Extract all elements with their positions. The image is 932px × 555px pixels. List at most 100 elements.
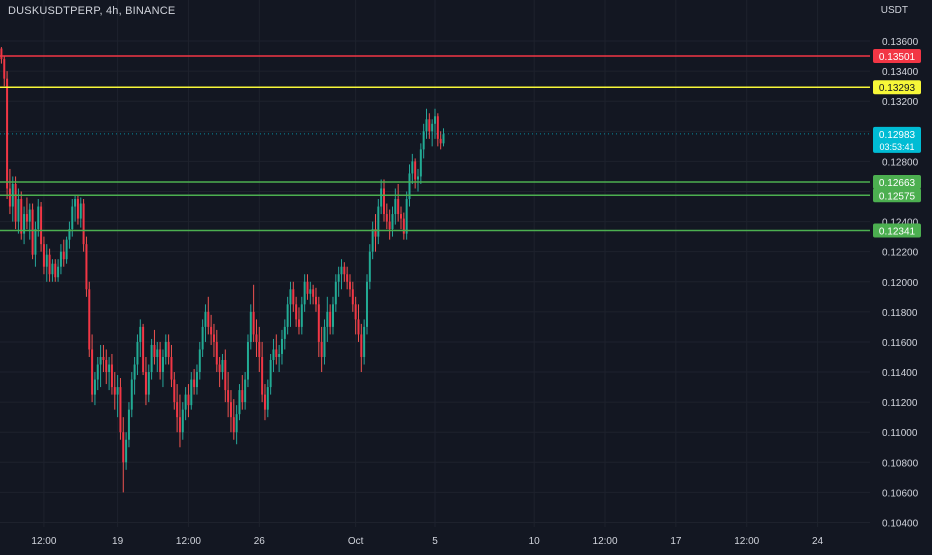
candle-body[interactable] [374,229,377,237]
candle-body[interactable] [399,214,402,219]
candle-body[interactable] [51,263,54,275]
candle-body[interactable] [102,356,105,360]
candle-body[interactable] [147,372,150,395]
candle-body[interactable] [119,387,122,433]
candle-body[interactable] [229,402,232,418]
candle-body[interactable] [317,304,320,342]
candle-body[interactable] [360,334,363,357]
candle-body[interactable] [136,341,139,365]
candle-body[interactable] [371,229,374,252]
candle-body[interactable] [167,341,170,357]
candle-body[interactable] [258,341,261,357]
candle-body[interactable] [108,364,111,373]
candle-body[interactable] [377,206,380,237]
candle-body[interactable] [215,341,218,365]
candle-body[interactable] [178,417,181,433]
candle-body[interactable] [28,209,31,222]
candle-body[interactable] [8,188,11,207]
candle-body[interactable] [397,199,400,215]
candle-body[interactable] [37,206,40,230]
candle-body[interactable] [144,372,147,395]
candle-body[interactable] [210,326,213,335]
candle-body[interactable] [428,119,431,132]
candle-body[interactable] [176,402,179,418]
candle-body[interactable] [68,229,71,240]
candle-body[interactable] [422,131,425,150]
candle-body[interactable] [187,394,190,406]
candle-body[interactable] [74,199,77,207]
candle-body[interactable] [295,304,298,320]
candle-body[interactable] [408,173,411,200]
candle-body[interactable] [173,379,176,403]
candle-body[interactable] [127,409,130,440]
candle-body[interactable] [207,311,210,327]
candle-body[interactable] [391,214,394,230]
candle-body[interactable] [181,409,184,433]
candle-body[interactable] [3,59,6,79]
candle-body[interactable] [201,326,204,350]
candle-body[interactable] [272,349,275,360]
candle-body[interactable] [283,326,286,339]
candle-body[interactable] [337,274,340,282]
candle-body[interactable] [382,188,385,215]
candle-body[interactable] [351,289,354,305]
candle-body[interactable] [263,394,266,410]
candle-body[interactable] [14,183,17,222]
candle-body[interactable] [116,387,119,395]
candle-body[interactable] [190,379,193,406]
candle-body[interactable] [354,304,357,320]
candle-body[interactable] [320,341,323,357]
candle-body[interactable] [85,244,88,290]
candle-body[interactable] [130,379,133,410]
candle-body[interactable] [357,319,360,335]
candle-body[interactable] [34,229,37,255]
candle-body[interactable] [198,349,201,373]
candle-body[interactable] [193,379,196,388]
candle-body[interactable] [221,360,224,373]
candle-body[interactable] [71,206,74,230]
candle-body[interactable] [159,349,162,373]
candle-body[interactable] [20,199,23,234]
candle-body[interactable] [150,344,153,373]
candle-body[interactable] [269,360,272,388]
candle-body[interactable] [261,356,264,395]
candle-body[interactable] [184,394,187,410]
candle-body[interactable] [442,134,445,144]
candle-body[interactable] [57,266,60,278]
candle-body[interactable] [23,214,26,234]
candle-body[interactable] [218,364,221,373]
candle-body[interactable] [31,209,34,255]
candle-body[interactable] [309,289,312,294]
candle-body[interactable] [411,161,414,174]
candle-body[interactable] [326,311,329,327]
candle-body[interactable] [142,326,145,373]
candle-body[interactable] [249,311,252,342]
candle-body[interactable] [244,379,247,403]
candle-body[interactable] [79,203,82,219]
candle-body[interactable] [54,263,57,278]
candle-body[interactable] [348,281,351,290]
candle-body[interactable] [161,356,164,373]
candle-body[interactable] [62,251,65,260]
candle-body[interactable] [414,161,417,180]
candle-body[interactable] [334,281,337,305]
candle-body[interactable] [289,289,292,305]
candle-body[interactable] [65,239,68,260]
candle-body[interactable] [380,188,383,207]
candle-body[interactable] [6,78,9,189]
candle-body[interactable] [434,116,436,124]
candle-body[interactable] [343,266,346,275]
candle-body[interactable] [204,311,207,327]
candle-body[interactable] [48,254,51,275]
candle-body[interactable] [45,254,48,267]
candle-body[interactable] [314,296,317,305]
candle-body[interactable] [224,360,227,391]
candle-body[interactable] [93,379,96,395]
candle-body[interactable] [25,214,28,222]
candle-body[interactable] [238,390,241,415]
candle-body[interactable] [425,119,428,132]
candle-body[interactable] [59,251,62,267]
candle-body[interactable] [252,311,255,335]
candle-body[interactable] [195,372,198,388]
